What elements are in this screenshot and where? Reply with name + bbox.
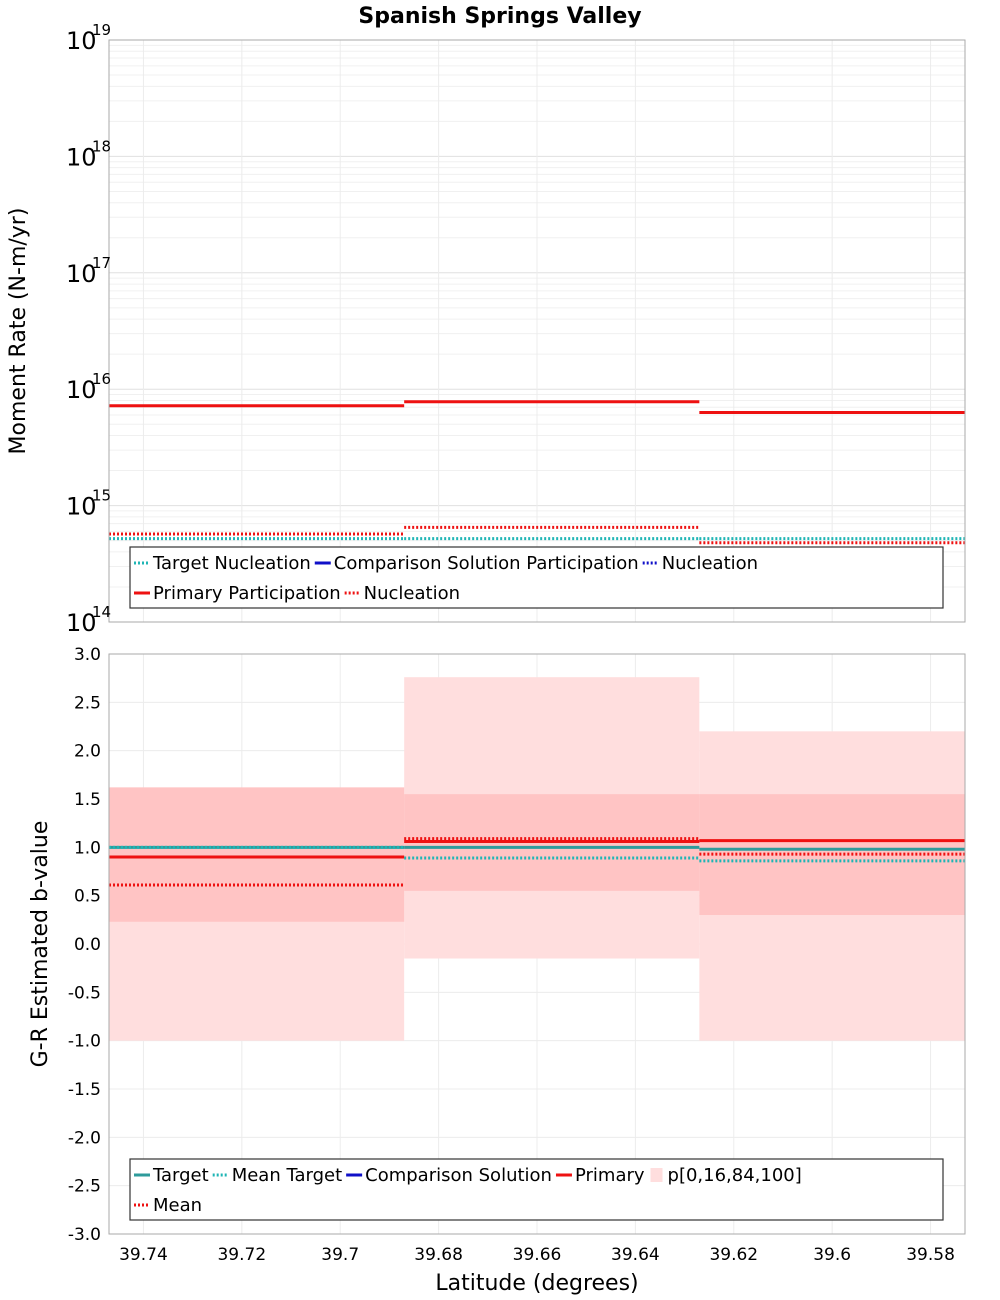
- moment-rate-tick-base: 10: [66, 27, 97, 55]
- b-value-y-tick-label: 3.0: [74, 645, 101, 665]
- legend-box: [129, 546, 944, 609]
- legend-label: p[0,16,84,100]: [668, 1165, 802, 1186]
- legend-label: Comparison Solution: [365, 1165, 552, 1186]
- moment-rate-tick-exponent: 19: [92, 21, 111, 39]
- legend-label: Mean Target: [232, 1165, 342, 1186]
- b-value-y-tick-label: -0.5: [68, 983, 101, 1003]
- latitude-x-ticks: 39.74 39.72 39.7 39.68 39.66 39.64 39.62 39.6 39…: [119, 1245, 955, 1265]
- moment-rate-series: [109, 400, 965, 545]
- moment-rate-tick-base: 10: [66, 609, 97, 637]
- moment-rate-tick-exponent: 17: [92, 254, 111, 272]
- legend-label: Comparison Solution Participation: [334, 553, 639, 574]
- latitude-x-tick-label: 39.64: [611, 1245, 660, 1265]
- legend-label: Primary: [575, 1165, 645, 1186]
- b-value-panel: -3.0 -2.5 -2.0 -1.5 -1.0 -0.5 0.0 0.5 1.0 1.5 2.0 2…: [28, 645, 966, 1296]
- latitude-x-tick-label: 39.58: [906, 1245, 955, 1265]
- b-value-y-tick-label: 2.0: [74, 742, 101, 762]
- latitude-x-tick-label: 39.7: [321, 1245, 359, 1265]
- moment-rate-tick-base: 10: [66, 376, 97, 404]
- moment-rate-tick-exponent: 14: [92, 603, 111, 621]
- b-value-y-tick-label: 1.5: [74, 790, 101, 810]
- latitude-x-tick-label: 39.6: [813, 1245, 851, 1265]
- b-value-series: [109, 837, 965, 887]
- latitude-x-tick-label: 39.66: [513, 1245, 562, 1265]
- moment-rate-tick-base: 10: [66, 260, 97, 288]
- latitude-x-tick-label: 39.68: [414, 1245, 463, 1265]
- legend-label: Nucleation: [364, 583, 460, 604]
- legend-label: Primary Participation: [153, 583, 341, 604]
- latitude-x-tick-label: 39.62: [709, 1245, 758, 1265]
- b-value-y-axis-label: G-R Estimated b-value: [28, 821, 53, 1068]
- moment-rate-tick-base: 10: [66, 143, 97, 171]
- latitude-x-tick-label: 39.74: [119, 1245, 168, 1265]
- b-value-y-tick-label: 0.5: [74, 887, 101, 907]
- b-value-y-tick-label: -3.0: [68, 1225, 101, 1245]
- legend-label: Nucleation: [662, 553, 758, 574]
- moment-rate-tick-exponent: 16: [92, 370, 111, 388]
- moment-rate-tick-exponent: 18: [92, 137, 111, 155]
- b-value-y-tick-label: 2.5: [74, 693, 101, 713]
- moment-rate-y-axis-label: Moment Rate (N-m/yr): [6, 208, 31, 455]
- percentile-band-bin: [109, 787, 405, 922]
- b-value-y-tick-label: -2.5: [68, 1177, 101, 1197]
- moment-rate-tick-base: 10: [66, 493, 97, 521]
- b-value-plot-border: [108, 653, 966, 1235]
- latitude-x-axis-label: Latitude (degrees): [435, 1271, 638, 1296]
- b-value-y-tick-label: 1.0: [74, 838, 101, 858]
- moment-rate-legend: Target Nucleation Comparison Solution Par…: [129, 546, 944, 609]
- b-value-y-tick-label: -1.0: [68, 1032, 101, 1052]
- b-value-y-ticks: -3.0 -2.5 -2.0 -1.5 -1.0 -0.5 0.0 0.5 1.0 1.5 2.0 2…: [68, 645, 101, 1245]
- legend-label: Mean: [153, 1195, 202, 1216]
- legend-label: Target Nucleation: [152, 553, 311, 574]
- b-value-legend: Target Mean Target Comparison Solution Prim…: [129, 1158, 944, 1221]
- legend-label: Target: [152, 1165, 209, 1186]
- legend-box: [129, 1158, 944, 1221]
- b-value-y-tick-label: -2.0: [68, 1128, 101, 1148]
- moment-rate-plot-border: [108, 39, 966, 623]
- b-value-y-tick-label: 0.0: [74, 935, 101, 955]
- chart-title: Spanish Springs Valley: [358, 4, 641, 29]
- b-value-y-tick-label: -1.5: [68, 1080, 101, 1100]
- legend-swatch: [650, 1168, 663, 1182]
- moment-rate-tick-exponent: 15: [92, 487, 111, 505]
- latitude-x-tick-label: 39.72: [217, 1245, 266, 1265]
